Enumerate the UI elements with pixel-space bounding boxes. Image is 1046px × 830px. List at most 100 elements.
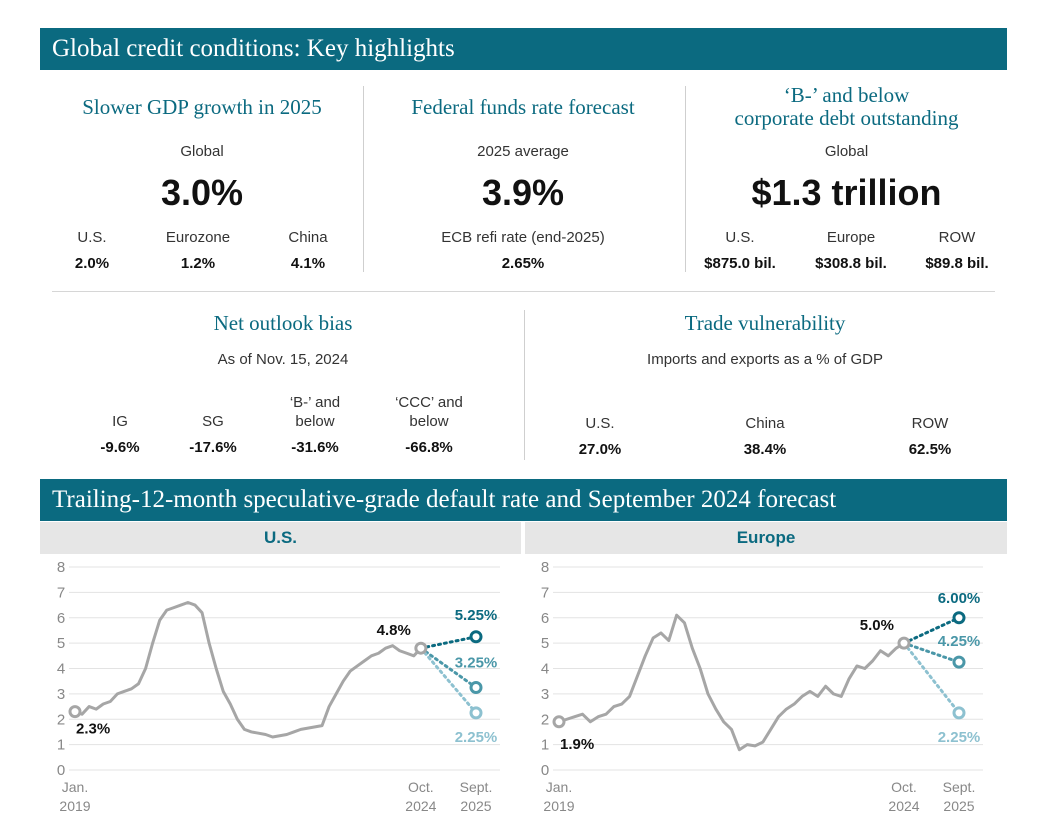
gdp-item-us: U.S. 2.0% xyxy=(57,229,127,272)
trade-item-value: 62.5% xyxy=(908,441,952,458)
forecast-marker-pessimistic xyxy=(952,611,966,625)
trade-item-value: 27.0% xyxy=(578,441,622,458)
y-tick-label: 6 xyxy=(57,610,65,627)
start-label: 2.3% xyxy=(76,721,110,738)
y-tick-label: 3 xyxy=(541,686,549,703)
divider xyxy=(685,86,686,272)
outlook-item-label: SG xyxy=(202,413,224,430)
outlook-item-value: -66.8% xyxy=(405,439,453,456)
banner-key-highlights: Global credit conditions: Key highlights xyxy=(40,28,1007,70)
start-label: 1.9% xyxy=(560,736,594,753)
chart-us-title: U.S. xyxy=(40,522,521,554)
y-tick-label: 1 xyxy=(57,737,65,754)
outlook-item-sg: SG -17.6% xyxy=(173,394,253,456)
x-tick-label: 2024 xyxy=(405,798,436,814)
x-tick-label: Jan. xyxy=(546,779,572,795)
debt-title: ‘B-’ and below corporate debt outstandin… xyxy=(694,84,999,130)
ecb-label: ECB refi rate (end-2025) xyxy=(441,229,605,246)
trade-item-label: ROW xyxy=(911,415,949,432)
chart-europe: 0 1 2 3 4 5 6 7 8 Jan. 2019 Oct. 2024 Sept. 2025 1.9% 5.… xyxy=(541,559,983,814)
y-tick-label: 6 xyxy=(541,610,549,627)
forecast-label-pessimistic: 5.25% xyxy=(455,607,498,624)
ecb-rate: ECB refi rate (end-2025) 2.65% xyxy=(372,229,674,272)
divider xyxy=(363,86,364,272)
debt-item-row: ROW $89.8 bil. xyxy=(912,229,1002,272)
y-tick-label: 2 xyxy=(541,711,549,728)
forecast-line-pessimistic xyxy=(902,616,961,645)
forecast-marker-optimistic xyxy=(469,706,483,720)
outlook-item-value: -9.6% xyxy=(100,439,140,456)
trade-item-label: U.S. xyxy=(585,415,615,432)
forecast-marker-pessimistic xyxy=(469,630,483,644)
debt-item-value: $308.8 bil. xyxy=(815,255,887,272)
trade-title: Trade vulnerability xyxy=(684,311,846,335)
forecast-line-pessimistic xyxy=(419,635,478,650)
debt-item-label: ROW xyxy=(938,229,976,246)
debt-item-us: U.S. $875.0 bil. xyxy=(694,229,786,272)
fed-title: Federal funds rate forecast xyxy=(411,95,635,119)
forecast-label-optimistic: 2.25% xyxy=(455,729,498,746)
y-tick-label: 0 xyxy=(57,762,65,779)
debt-title-line2: corporate debt outstanding xyxy=(734,106,959,130)
y-tick-label: 4 xyxy=(57,661,65,678)
forecast-label-base: 3.25% xyxy=(455,655,498,672)
debt-item-europe: Europe $308.8 bil. xyxy=(803,229,899,272)
forecast-label-base: 4.25% xyxy=(938,633,981,650)
outlook-item-ig: IG -9.6% xyxy=(80,394,160,456)
start-marker xyxy=(68,705,82,719)
trade-item-label: China xyxy=(745,415,785,432)
current-marker xyxy=(897,636,911,650)
chart-europe-title: Europe xyxy=(525,522,1007,554)
forecast-marker-base xyxy=(952,655,966,669)
debt-item-value: $89.8 bil. xyxy=(925,255,989,272)
outlook-item-label: IG xyxy=(112,413,128,430)
outlook-sub: As of Nov. 15, 2024 xyxy=(217,351,349,368)
outlook-item-ccc: ‘CCC’ and below -66.8% xyxy=(378,394,480,456)
gdp-sub: Global xyxy=(180,143,224,160)
trade-item-china: China 38.4% xyxy=(725,415,805,458)
debt-value: $1.3 trillion xyxy=(751,172,942,213)
x-tick-label: 2024 xyxy=(888,798,919,814)
trade-item-us: U.S. 27.0% xyxy=(560,415,640,458)
y-tick-label: 8 xyxy=(541,559,549,576)
gdp-item-label: Eurozone xyxy=(165,229,231,246)
trade-item-value: 38.4% xyxy=(743,441,787,458)
debt-item-label: Europe xyxy=(826,229,876,246)
outlook-item-b-minus: ‘B-’ and below -31.6% xyxy=(270,394,360,456)
gdp-item-label: China xyxy=(288,229,328,246)
outlook-item-label: below xyxy=(295,413,335,430)
gdp-item-value: 4.1% xyxy=(290,255,326,272)
outlook-item-value: -17.6% xyxy=(189,439,237,456)
y-tick-label: 5 xyxy=(541,635,549,652)
outlook-item-label: ‘B-’ and xyxy=(289,394,341,411)
outlook-item-label: ‘CCC’ and xyxy=(395,394,463,411)
trade-item-row: ROW 62.5% xyxy=(890,415,970,458)
x-tick-label: Sept. xyxy=(943,779,976,795)
fed-value: 3.9% xyxy=(481,172,565,213)
history-line xyxy=(558,613,905,752)
start-marker xyxy=(552,715,566,729)
y-tick-label: 8 xyxy=(57,559,65,576)
debt-item-value: $875.0 bil. xyxy=(704,255,776,272)
divider xyxy=(524,310,525,460)
gdp-item-value: 1.2% xyxy=(180,255,216,272)
y-tick-label: 0 xyxy=(541,762,549,779)
outlook-item-label: below xyxy=(409,413,449,430)
y-tick-label: 3 xyxy=(57,686,65,703)
y-tick-label: 1 xyxy=(541,737,549,754)
forecast-marker-base xyxy=(469,681,483,695)
current-marker xyxy=(414,641,428,655)
gdp-item-eurozone: Eurozone 1.2% xyxy=(153,229,243,272)
x-tick-label: 2019 xyxy=(543,798,574,814)
y-tick-label: 4 xyxy=(541,661,549,678)
y-tick-label: 5 xyxy=(57,635,65,652)
gdp-value: 3.0% xyxy=(160,172,244,213)
forecast-line-base xyxy=(419,646,478,690)
row-divider xyxy=(52,291,995,292)
x-tick-label: Sept. xyxy=(460,779,493,795)
fed-sub: 2025 average xyxy=(477,143,569,160)
forecast-line-base xyxy=(902,641,961,664)
gdp-item-value: 2.0% xyxy=(74,255,110,272)
x-tick-label: Oct. xyxy=(891,779,917,795)
y-tick-label: 7 xyxy=(57,584,65,601)
